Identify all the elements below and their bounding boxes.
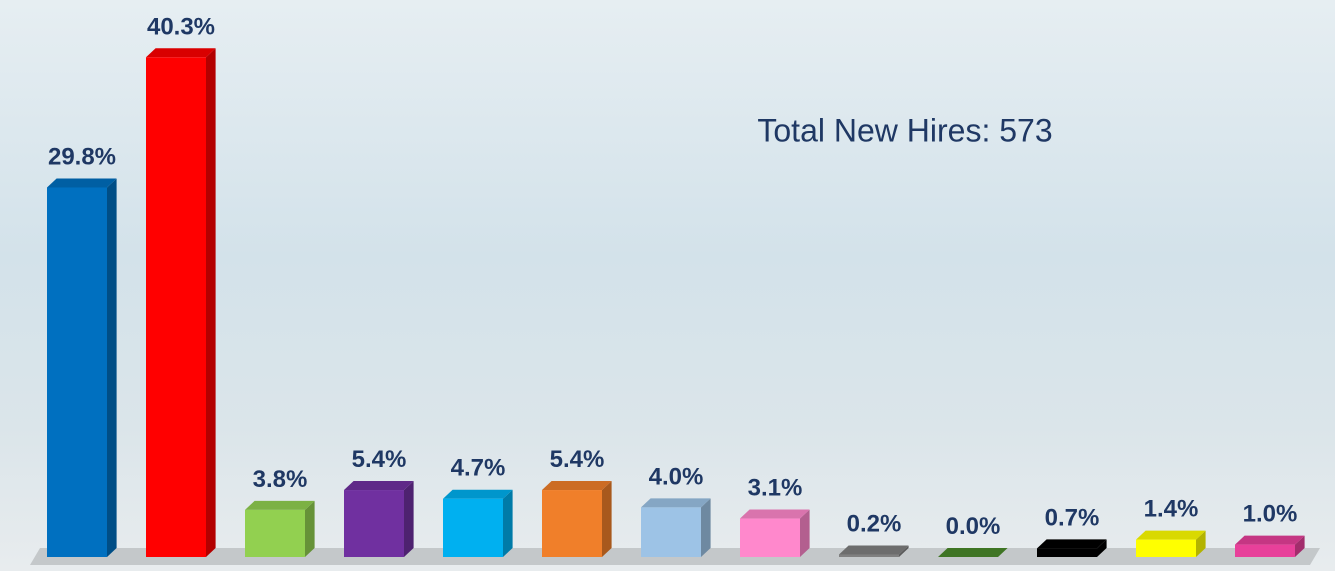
bar-side [305, 501, 315, 557]
value-label: 29.8% [48, 143, 116, 170]
value-label: 5.4% [550, 446, 605, 473]
value-label: 4.0% [649, 463, 704, 490]
bar-top [740, 510, 810, 519]
value-label: 0.2% [847, 511, 902, 538]
bar [443, 499, 503, 557]
bar [1235, 545, 1295, 557]
bar-top [938, 548, 1008, 557]
bar [839, 555, 899, 557]
bar-top [146, 48, 216, 57]
bar-top [443, 490, 513, 499]
bar [245, 510, 305, 557]
value-label: 1.0% [1243, 501, 1298, 528]
bar-top [542, 481, 612, 490]
value-label: 3.8% [253, 466, 308, 493]
bar-top [344, 481, 414, 490]
bar-side [404, 481, 414, 557]
bar [344, 490, 404, 557]
value-label: 4.7% [451, 455, 506, 482]
bar-top [641, 498, 711, 507]
bar [740, 519, 800, 557]
annotation: Total New Hires: 573 [757, 112, 1052, 148]
bar-side [206, 48, 216, 557]
value-label: 0.0% [946, 513, 1001, 540]
value-label: 1.4% [1144, 496, 1199, 523]
bar-side [107, 178, 117, 557]
bar-top [1037, 539, 1107, 548]
bar-top [1136, 531, 1206, 540]
bar [641, 507, 701, 557]
bar [1037, 548, 1097, 557]
bar-top [47, 178, 117, 187]
bar-top [245, 501, 315, 510]
value-label: 40.3% [147, 13, 215, 40]
value-label: 5.4% [352, 446, 407, 473]
bar-side [701, 498, 711, 557]
value-label: 3.1% [748, 475, 803, 502]
value-label: 0.7% [1045, 504, 1100, 531]
chart: Total New Hires: 573 29.8% 40.3% 3.8% 5.4% 4… [0, 0, 1335, 571]
bar [146, 57, 206, 557]
bar-top [1235, 536, 1305, 545]
bar [47, 187, 107, 557]
bar-side [503, 490, 513, 557]
bar-side [602, 481, 612, 557]
bar [1136, 540, 1196, 557]
bar [542, 490, 602, 557]
bar-top [839, 546, 909, 555]
